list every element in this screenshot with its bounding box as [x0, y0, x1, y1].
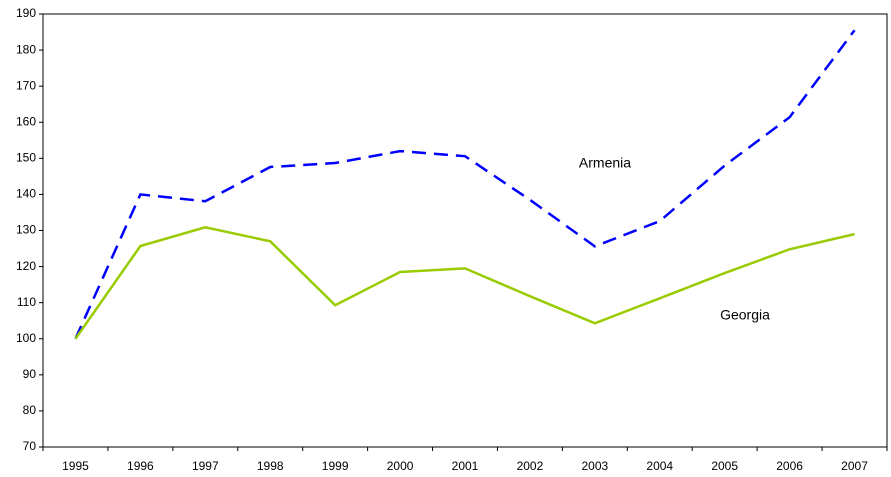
x-tick-label: 2001 — [452, 459, 479, 473]
y-tick-label: 150 — [16, 151, 36, 165]
x-tick-label: 1996 — [127, 459, 154, 473]
y-tick-label: 70 — [23, 439, 37, 453]
y-tick-label: 130 — [16, 223, 36, 237]
x-tick-label: 2007 — [841, 459, 868, 473]
y-tick-label: 90 — [23, 367, 37, 381]
y-tick-label: 140 — [16, 187, 36, 201]
y-tick-label: 80 — [23, 403, 37, 417]
x-tick-label: 2006 — [776, 459, 803, 473]
y-tick-label: 100 — [16, 331, 36, 345]
y-tick-label: 160 — [16, 114, 36, 128]
x-tick-label: 1999 — [322, 459, 349, 473]
x-tick-label: 1995 — [62, 459, 89, 473]
x-tick-label: 2003 — [581, 459, 608, 473]
series-line — [74, 29, 856, 340]
x-tick-label: 2005 — [711, 459, 738, 473]
x-tick-label: 2000 — [387, 459, 414, 473]
plot-frame — [42, 13, 888, 448]
y-tick-label: 170 — [16, 78, 36, 92]
y-tick-label: 120 — [16, 259, 36, 273]
y-tick-label: 110 — [17, 295, 36, 309]
series-label: Armenia — [579, 155, 631, 171]
y-tick-label: 180 — [16, 42, 36, 56]
x-tick-label: 2004 — [646, 459, 673, 473]
series-line — [74, 225, 855, 340]
x-tick-label: 1997 — [192, 459, 219, 473]
series-label: Georgia — [720, 307, 770, 323]
y-tick-label: 190 — [16, 6, 36, 20]
x-tick-label: 2002 — [517, 459, 544, 473]
x-tick-label: 1998 — [257, 459, 284, 473]
